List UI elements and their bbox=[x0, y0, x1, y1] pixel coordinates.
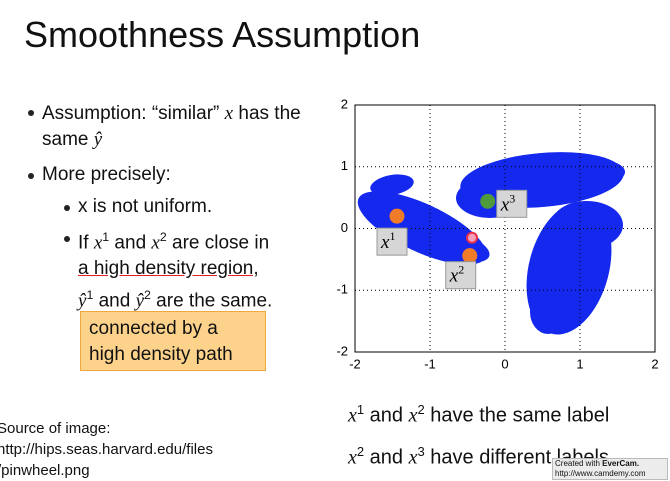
point-label: x1 bbox=[380, 229, 395, 254]
x-tick-label: -1 bbox=[424, 356, 436, 371]
sub-bullet: If x1 and x2 are close in a high density … bbox=[78, 230, 273, 312]
y-tick-label: 2 bbox=[341, 96, 348, 111]
label-sup: 2 bbox=[458, 262, 464, 276]
sub-bullet: x is not uniform. bbox=[78, 196, 213, 217]
statement: x1 and x2 have the same label bbox=[348, 402, 610, 427]
label-sup: 1 bbox=[389, 229, 395, 243]
highlight-point bbox=[466, 231, 478, 244]
label-base: x bbox=[380, 233, 390, 254]
y-tick-label: -2 bbox=[336, 343, 348, 358]
label-box bbox=[445, 261, 477, 290]
title: Smoothness Assumption bbox=[24, 14, 421, 55]
label-sup: 3 bbox=[509, 191, 515, 205]
point-label: x2 bbox=[449, 262, 464, 287]
watermark: Created with EverCam. http://www.camdemy.… bbox=[552, 458, 668, 480]
source: Source of image: http://hips.seas.harvard… bbox=[0, 420, 213, 479]
x-tick-label: -2 bbox=[349, 356, 361, 371]
bullet: More precisely: bbox=[42, 164, 171, 185]
label-box bbox=[376, 227, 408, 256]
label-box bbox=[496, 189, 528, 218]
bullet-dot bbox=[64, 205, 70, 211]
point-label: x3 bbox=[500, 191, 515, 216]
bullet-dot bbox=[64, 236, 70, 242]
label-base: x bbox=[500, 195, 510, 216]
callout: connected by a high density path bbox=[80, 311, 266, 371]
x-tick-label: 2 bbox=[651, 356, 658, 371]
x-tick-label: 1 bbox=[576, 356, 583, 371]
bullet: Assumption: “similar” x has the same ŷ bbox=[42, 103, 301, 150]
x-tick-label: 0 bbox=[501, 356, 508, 371]
labeled-point bbox=[480, 193, 496, 209]
labeled-point bbox=[389, 208, 405, 224]
y-tick-label: 1 bbox=[341, 158, 348, 173]
y-tick-label: -1 bbox=[336, 282, 348, 297]
bullet-dot bbox=[28, 173, 34, 179]
y-tick-label: 0 bbox=[341, 220, 348, 235]
label-base: x bbox=[449, 266, 459, 287]
bullet-dot bbox=[28, 110, 34, 116]
labeled-point bbox=[462, 248, 478, 264]
axes-frame bbox=[354, 104, 656, 353]
